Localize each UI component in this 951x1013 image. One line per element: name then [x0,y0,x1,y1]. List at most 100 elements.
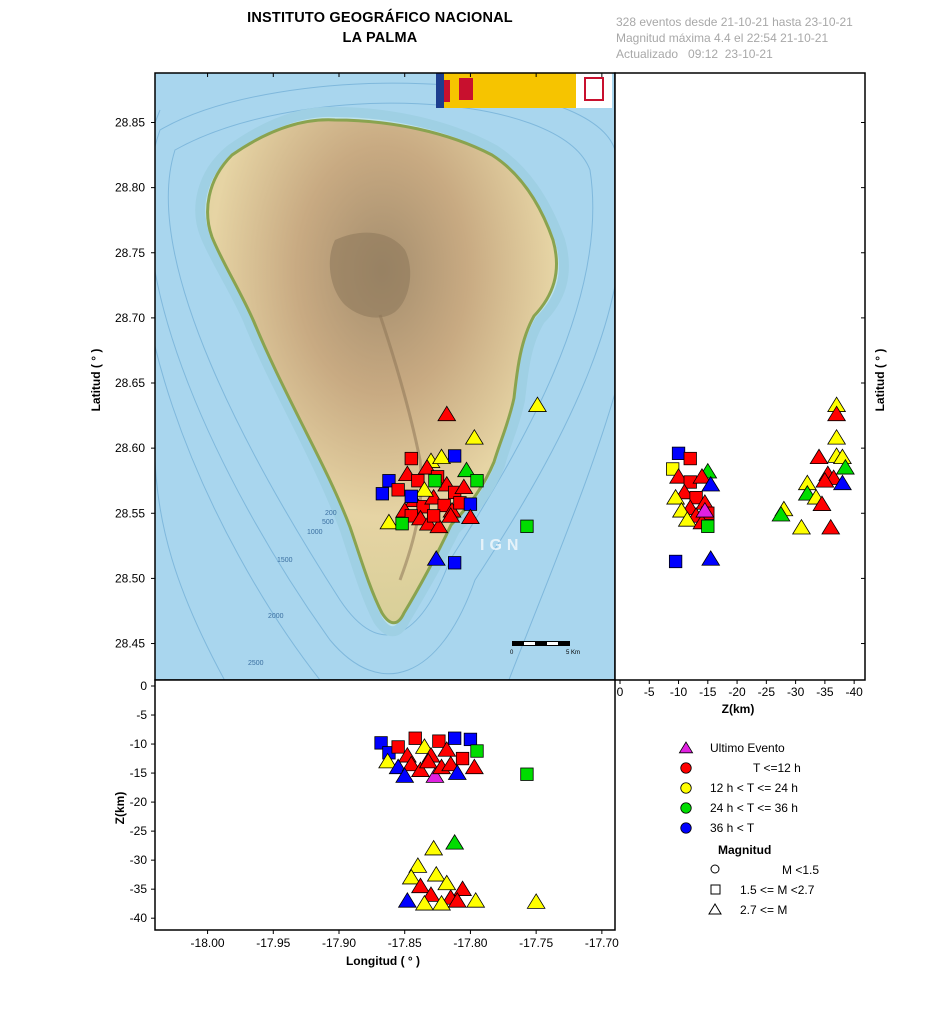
map-event-marker [460,508,480,524]
map-event-marker [379,513,399,530]
lon-depth-event-marker [426,865,446,882]
depth-label-1000: 1000 [307,529,323,536]
page-subtitle: LA PALMA [342,30,418,46]
depth-tick-label: -30 [787,685,805,699]
legend-marker [680,822,692,834]
lat-tick-label: 28.55 [115,506,145,520]
map-event-marker [414,481,434,497]
lon-depth-event-marker [432,734,446,748]
legend-marker [680,782,692,794]
scale-bar: 0 5 Km [510,641,580,656]
map-events [375,396,547,570]
magnitude-legend-item: 1.5 <= M <2.7 [710,883,815,897]
map-event-marker [464,428,484,445]
lon-tick-label: -17.95 [256,936,290,950]
lon-depth-event-marker [378,752,398,769]
lat-tick-label: 28.75 [115,246,145,260]
z-tick-label: -5 [136,708,147,722]
bathymetry-labels: 200 500 1000 1500 2000 2500 [248,510,337,667]
map-event-marker [418,514,438,531]
lon-depth-event-marker [453,880,473,896]
z-tick-label: -30 [130,853,148,867]
lat-tick-label: 28.65 [115,376,145,390]
lon-depth-event-marker [408,857,428,873]
lon-depth-event-marker [391,740,405,754]
depth-lat-event-marker [671,446,686,460]
bathymetry-contours [155,82,615,680]
lon-depth-events [374,731,546,911]
magnitude-label: 1.5 <= M <2.7 [740,883,815,897]
lon-depth-event-marker [395,767,415,783]
z-tick-label: 0 [140,679,147,693]
lat-tick-label: 28.80 [115,181,145,195]
legend-marker [680,762,692,774]
lon-depth-event-marker [418,752,438,769]
depth-lat-events [666,396,855,569]
z-tick-label: -20 [130,795,148,809]
lon-depth-event-marker [408,731,422,745]
depth-lat-event-marker [674,483,694,500]
magnitude-label: M <1.5 [782,863,819,877]
z-tick-label: -10 [130,737,148,751]
lon-depth-event-marker [410,761,430,777]
depth-lat-event-marker [835,458,855,475]
lon-depth-event-marker [414,738,434,754]
depth-tick-label: -10 [670,685,688,699]
lon-tick-label: -17.75 [519,936,553,950]
lon-depth-event-marker [432,894,452,911]
lon-depth-event-marker [463,732,478,747]
depth-lat-frame [614,72,866,681]
institution-logo [436,73,612,108]
lat-tick-label: 28.85 [115,115,145,129]
depth-label-2500: 2500 [248,660,264,667]
lon-depth-event-marker [464,758,484,775]
depth-tick-label: -20 [728,685,746,699]
lat-axis-title: Latitud ( ° ) [89,349,103,412]
depth-tick-label: 0 [617,685,624,699]
depth-lat-event-marker [683,451,697,466]
magnitude-label: 2.7 <= M [740,903,787,917]
map-event-marker [448,556,462,570]
axes: 28.45 28.50 28.55 28.60 28.65 28.70 28.75 28.80… [89,73,887,968]
depth-lat-event-marker [832,474,852,491]
lon-depth-event-marker [466,892,486,908]
z-tick-label: -35 [130,882,148,896]
lon-depth-event-marker [401,755,421,772]
lon-depth-event-marker [374,736,388,750]
lon-depth-event-marker [447,764,467,780]
scale-start: 0 [510,650,514,656]
map-event-marker [429,517,449,534]
lon-depth-frame [154,679,616,931]
depth-label-1500: 1500 [277,557,293,564]
depth-lat-event-marker [821,518,841,535]
lon-depth-event-marker [445,833,465,850]
cumbre-ridge [378,314,423,581]
map-event-marker [454,478,474,495]
z-tick-label: -25 [130,824,148,838]
lon-depth-event-marker [448,731,462,745]
depth-lat-event-marker [689,490,703,505]
map-event-marker [432,448,452,465]
map-event-marker [527,396,547,412]
depth-axis-title: Z(km) [722,702,755,716]
depth-label-500: 500 [322,519,334,526]
map-event-marker [448,449,462,463]
depth-lat-event-marker [692,468,712,484]
depth-lat-event-marker [677,511,697,527]
map-event-marker [375,487,390,501]
lat-tick-label: 28.50 [115,571,145,585]
depth-lat-event-marker [827,428,847,445]
depth-label-200: 200 [325,510,337,517]
lon-depth-event-marker [447,892,467,908]
lat-axis-title-right: Latitud ( ° ) [873,349,887,412]
legend-label: 36 h < T [710,821,755,835]
lon-depth-event-marker [437,741,457,757]
magnitude-symbol [710,884,721,895]
magnitude-symbol [710,864,720,874]
lon-depth-event-marker [401,868,421,885]
z-tick-label: -15 [130,766,148,780]
map-panel: IGN 200 500 1000 1500 2000 2500 0 5 Km [155,73,615,680]
z-axis-title: Z(km) [113,792,127,825]
depth-tick-label: -35 [816,685,834,699]
